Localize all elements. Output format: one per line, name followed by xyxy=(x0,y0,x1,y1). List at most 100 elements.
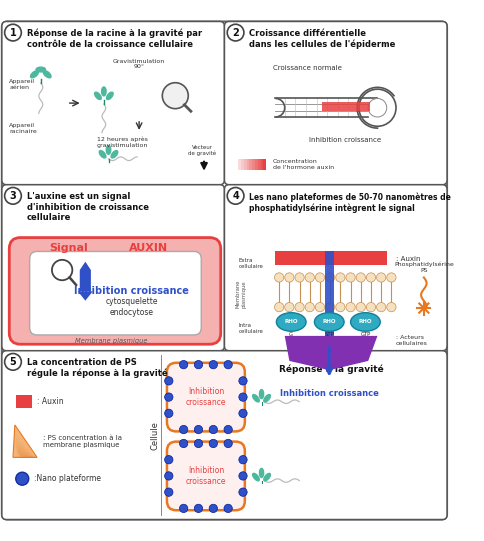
Ellipse shape xyxy=(350,313,380,331)
Ellipse shape xyxy=(253,473,259,481)
Text: Inhibition
croissance: Inhibition croissance xyxy=(186,387,226,407)
Circle shape xyxy=(224,504,232,512)
FancyBboxPatch shape xyxy=(2,184,225,351)
Text: 5: 5 xyxy=(10,357,16,367)
Bar xyxy=(263,159,266,170)
Circle shape xyxy=(239,393,247,401)
Text: Inhibition
croissance: Inhibition croissance xyxy=(186,466,226,486)
FancyBboxPatch shape xyxy=(2,22,225,184)
Ellipse shape xyxy=(43,71,51,78)
Ellipse shape xyxy=(259,469,264,478)
Bar xyxy=(325,252,334,344)
Text: : Auxin: : Auxin xyxy=(37,397,64,406)
Polygon shape xyxy=(285,336,378,370)
Ellipse shape xyxy=(264,394,271,402)
FancyBboxPatch shape xyxy=(9,237,221,344)
Circle shape xyxy=(387,273,396,282)
Circle shape xyxy=(180,425,188,434)
Circle shape xyxy=(209,504,217,512)
Text: Croissance différentielle
dans les cellules de l'épiderme: Croissance différentielle dans les cellu… xyxy=(249,29,396,49)
FancyBboxPatch shape xyxy=(30,252,201,335)
Text: RHO: RHO xyxy=(359,320,372,325)
Text: Concentration
de l'hormone auxin: Concentration de l'hormone auxin xyxy=(272,159,334,170)
Circle shape xyxy=(274,302,284,312)
Circle shape xyxy=(239,409,247,418)
Text: RHO: RHO xyxy=(285,320,298,325)
Circle shape xyxy=(194,425,203,434)
Bar xyxy=(241,159,244,170)
Text: cytosquelette
endocytose: cytosquelette endocytose xyxy=(106,298,158,317)
Bar xyxy=(247,159,249,170)
Bar xyxy=(249,159,252,170)
Circle shape xyxy=(346,273,355,282)
Text: Réponse à la gravité: Réponse à la gravité xyxy=(279,365,383,374)
Text: Vecteur
de gravité: Vecteur de gravité xyxy=(188,144,216,156)
Circle shape xyxy=(387,302,396,312)
Circle shape xyxy=(194,439,203,447)
Circle shape xyxy=(224,360,232,369)
Text: Croissance normale: Croissance normale xyxy=(273,65,342,71)
Circle shape xyxy=(295,273,304,282)
Ellipse shape xyxy=(111,150,118,158)
Ellipse shape xyxy=(264,473,271,481)
Circle shape xyxy=(239,472,247,480)
FancyBboxPatch shape xyxy=(225,184,447,351)
FancyBboxPatch shape xyxy=(167,441,245,510)
Ellipse shape xyxy=(30,71,38,78)
Text: : PS concentration à la
membrane plasmique: : PS concentration à la membrane plasmiq… xyxy=(43,435,121,448)
Text: AUXIN: AUXIN xyxy=(129,243,168,253)
Text: 4: 4 xyxy=(232,191,239,201)
Text: Membrane
plasmique: Membrane plasmique xyxy=(236,280,246,308)
Text: 1: 1 xyxy=(10,28,16,38)
Circle shape xyxy=(194,360,203,369)
Circle shape xyxy=(209,439,217,447)
Bar xyxy=(244,159,247,170)
Ellipse shape xyxy=(253,394,259,402)
Circle shape xyxy=(326,273,335,282)
Circle shape xyxy=(356,273,365,282)
Text: Inhibition croissance: Inhibition croissance xyxy=(280,389,378,398)
Ellipse shape xyxy=(276,313,306,331)
Text: Membrane plasmique: Membrane plasmique xyxy=(75,338,148,344)
Circle shape xyxy=(180,504,188,512)
Circle shape xyxy=(366,273,376,282)
Text: Phosphatidylsérine
PS: Phosphatidylsérine PS xyxy=(394,261,454,273)
Circle shape xyxy=(180,439,188,447)
Text: Appareil
racinaire: Appareil racinaire xyxy=(9,123,37,134)
Circle shape xyxy=(305,302,315,312)
Text: Inhibition croissance: Inhibition croissance xyxy=(309,137,381,143)
Circle shape xyxy=(356,302,365,312)
Circle shape xyxy=(336,302,345,312)
Text: La concentration de PS
régule la réponse à la gravité: La concentration de PS régule la réponse… xyxy=(27,358,167,378)
Circle shape xyxy=(227,24,244,41)
Text: Les nano plateformes de 50-70 nanomètres de
phosphatidylsérine intègrent le sign: Les nano plateformes de 50-70 nanomètres… xyxy=(249,192,452,213)
Text: Appareil
aérien: Appareil aérien xyxy=(9,79,35,90)
Circle shape xyxy=(165,377,173,385)
Text: :Nano plateforme: :Nano plateforme xyxy=(34,474,101,483)
Circle shape xyxy=(285,273,294,282)
Text: G: G xyxy=(289,333,293,338)
Text: 3: 3 xyxy=(10,191,16,201)
Circle shape xyxy=(165,472,173,480)
Ellipse shape xyxy=(259,390,264,399)
Ellipse shape xyxy=(106,146,111,154)
Circle shape xyxy=(5,24,21,41)
Circle shape xyxy=(239,488,247,496)
Polygon shape xyxy=(16,453,34,457)
Circle shape xyxy=(274,273,284,282)
Text: Extra
cellulaire: Extra cellulaire xyxy=(238,258,263,269)
Bar xyxy=(260,159,263,170)
Circle shape xyxy=(224,425,232,434)
Text: 12 heures après
gravistimulation: 12 heures après gravistimulation xyxy=(97,136,148,148)
Circle shape xyxy=(377,302,386,312)
Polygon shape xyxy=(13,425,37,457)
FancyBboxPatch shape xyxy=(2,22,447,519)
Polygon shape xyxy=(15,437,36,457)
Circle shape xyxy=(180,360,188,369)
Circle shape xyxy=(316,273,325,282)
Circle shape xyxy=(165,393,173,401)
Bar xyxy=(238,159,241,170)
Circle shape xyxy=(239,456,247,464)
Circle shape xyxy=(165,456,173,464)
Text: STP: STP xyxy=(324,333,334,338)
